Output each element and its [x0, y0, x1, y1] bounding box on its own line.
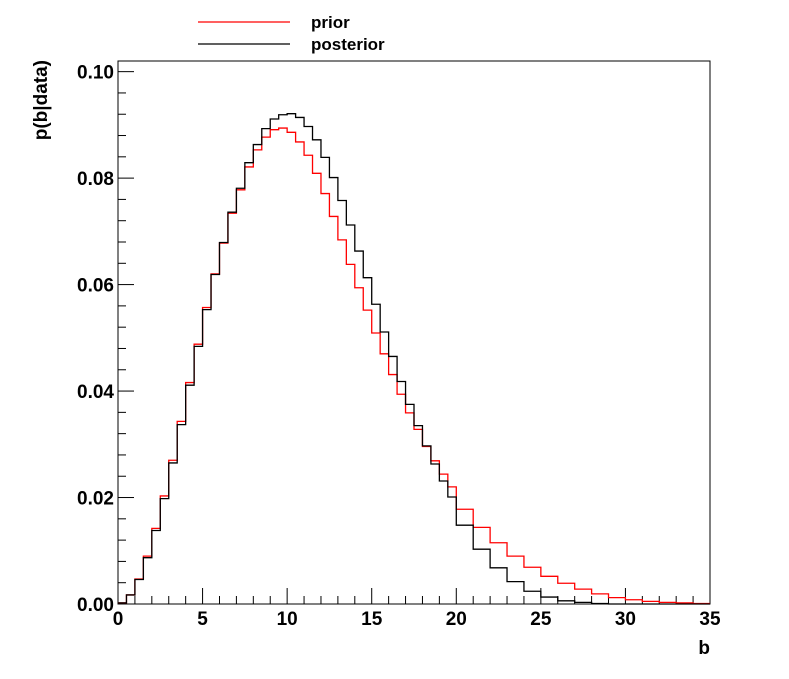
- y-axis: 0.00 0.02 0.04 0.06 0.08 0.10: [77, 63, 134, 616]
- x-tick-label: 15: [361, 609, 383, 630]
- x-axis: 0 5 10 15 20 25 30 35: [113, 588, 721, 630]
- x-axis-title: b: [698, 638, 710, 659]
- plot-frame: [117, 60, 711, 605]
- x-tick-label: 20: [446, 609, 467, 630]
- series-line-prior: [118, 127, 710, 605]
- legend-label-prior: prior: [311, 13, 350, 32]
- x-tick-label: 5: [197, 609, 208, 630]
- y-tick-label: 0.04: [77, 382, 114, 403]
- y-tick-label: 0.08: [77, 169, 114, 190]
- y-axis-title: p(b|data): [31, 60, 52, 140]
- y-tick-label: 0.00: [77, 595, 114, 616]
- y-tick-label: 0.02: [77, 489, 114, 510]
- legend: prior posterior: [198, 13, 385, 54]
- legend-label-posterior: posterior: [311, 35, 385, 54]
- y-tick-label: 0.10: [77, 63, 114, 84]
- x-tick-label: 25: [530, 609, 552, 630]
- y-tick-label: 0.06: [77, 276, 114, 297]
- series-layer: [118, 113, 710, 605]
- x-tick-label: 0: [113, 609, 124, 630]
- x-tick-label: 35: [699, 609, 721, 630]
- x-tick-label: 10: [277, 609, 298, 630]
- x-tick-label: 30: [615, 609, 636, 630]
- series-line-posterior: [118, 113, 710, 605]
